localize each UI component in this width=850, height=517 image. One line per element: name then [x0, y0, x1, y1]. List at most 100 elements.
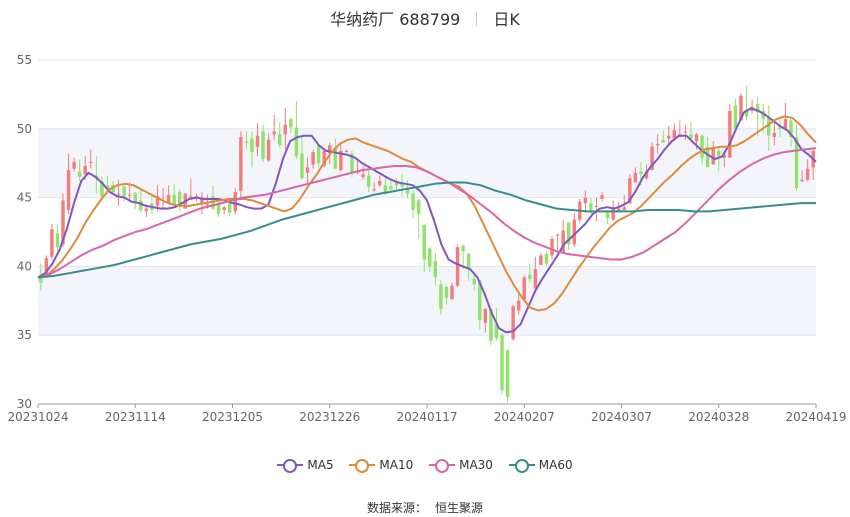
- candle-body: [644, 171, 649, 179]
- candle-body: [39, 276, 43, 283]
- x-tick-label: 20240117: [396, 410, 457, 424]
- candle-body: [600, 194, 604, 199]
- candle-body: [83, 165, 87, 175]
- candle-body: [805, 168, 810, 180]
- candle-body: [789, 120, 793, 138]
- candle-body: [44, 258, 49, 275]
- candle-body: [189, 196, 193, 198]
- y-tick-label: 45: [17, 191, 32, 205]
- candle-body: [755, 104, 760, 113]
- candle-body: [622, 207, 627, 210]
- candle-body: [694, 134, 699, 142]
- candle-body: [250, 138, 254, 153]
- candle-body: [683, 131, 688, 133]
- candle-body: [66, 170, 71, 210]
- candle-body: [494, 324, 499, 338]
- candle-body: [200, 198, 204, 205]
- candle-body: [589, 203, 593, 210]
- candle-body: [133, 193, 137, 204]
- candle-body: [783, 119, 788, 129]
- candle-body: [689, 134, 693, 139]
- y-tick-label: 30: [17, 397, 32, 411]
- candle-body: [739, 95, 743, 121]
- candle-body: [100, 181, 104, 197]
- legend-item-ma5[interactable]: MA5: [277, 458, 334, 473]
- ma-line-ma60: [37, 181, 816, 279]
- candle-body: [439, 284, 443, 310]
- candle-body: [544, 254, 549, 264]
- candle-body: [144, 208, 149, 212]
- candle-body: [744, 109, 749, 117]
- candle-body: [466, 254, 471, 268]
- source-label: 数据来源：: [366, 501, 427, 515]
- candle-body: [261, 131, 265, 160]
- candle-body: [616, 208, 621, 212]
- candle-body: [561, 230, 565, 253]
- candle-body: [139, 200, 143, 210]
- candle-body: [400, 183, 404, 187]
- candle-body: [639, 171, 643, 175]
- candle-body: [611, 207, 615, 220]
- grid-band: [38, 128, 816, 198]
- legend-label-ma5: MA5: [307, 458, 334, 472]
- candle-body: [411, 193, 415, 210]
- candle-body: [227, 203, 232, 213]
- x-tick-label: 20240419: [785, 410, 846, 424]
- x-tick-label: 20231205: [202, 410, 263, 424]
- candle-body: [111, 185, 115, 193]
- candle-body: [77, 171, 82, 177]
- chart-title: 华纳药厂 688799 日K: [0, 6, 850, 30]
- candle-body: [50, 229, 54, 257]
- candle-body: [361, 174, 365, 177]
- grid-band: [38, 266, 816, 336]
- legend-item-ma30[interactable]: MA30: [429, 458, 493, 473]
- candle-body: [389, 186, 393, 190]
- legend-label-ma30: MA30: [459, 458, 493, 472]
- candle-body: [572, 219, 576, 245]
- candle-body: [722, 154, 727, 158]
- candle-body: [266, 139, 271, 161]
- candle-body: [55, 233, 60, 248]
- candle-body: [539, 255, 543, 266]
- x-tick-label: 20240328: [688, 410, 749, 424]
- candle-body: [650, 146, 654, 171]
- candle-body: [239, 137, 243, 191]
- candle-body: [700, 135, 704, 158]
- candle-body: [300, 153, 304, 179]
- candle-body: [155, 196, 160, 206]
- candle-body: [127, 194, 132, 196]
- legend-item-ma10[interactable]: MA10: [349, 458, 413, 473]
- x-tick-label: 20240307: [591, 410, 652, 424]
- data-source: 数据来源： 恒生聚源: [0, 499, 850, 516]
- candle-body: [205, 204, 210, 206]
- candle-body: [661, 139, 665, 143]
- legend-item-ma60[interactable]: MA60: [508, 458, 573, 473]
- candle-body: [433, 260, 438, 278]
- candle-body: [72, 161, 76, 169]
- ma-line-ma30: [37, 147, 817, 279]
- legend: MA5 MA10 MA30 MA60: [0, 458, 850, 473]
- candle-body: [394, 182, 399, 186]
- candle-body: [761, 110, 765, 120]
- candle-body: [222, 207, 226, 210]
- candle-body: [633, 172, 638, 183]
- candle-body: [405, 187, 410, 194]
- candle-body: [489, 309, 493, 341]
- candle-body: [772, 132, 777, 138]
- candle-body: [444, 287, 449, 299]
- candle-body: [333, 148, 338, 169]
- candle-body: [711, 148, 715, 165]
- x-tick-label: 20240207: [494, 410, 555, 424]
- candle-body: [372, 189, 376, 191]
- candle-body: [289, 119, 293, 128]
- candle-body: [800, 179, 804, 182]
- x-tick-label: 20231024: [7, 410, 68, 424]
- y-tick-label: 55: [17, 53, 32, 67]
- candle-body: [311, 152, 315, 165]
- candle-body: [478, 280, 482, 321]
- period-label: 日K: [493, 10, 520, 29]
- source-value: 恒生聚源: [435, 501, 484, 515]
- x-tick-label: 20231114: [105, 410, 166, 424]
- candle-body: [244, 141, 249, 143]
